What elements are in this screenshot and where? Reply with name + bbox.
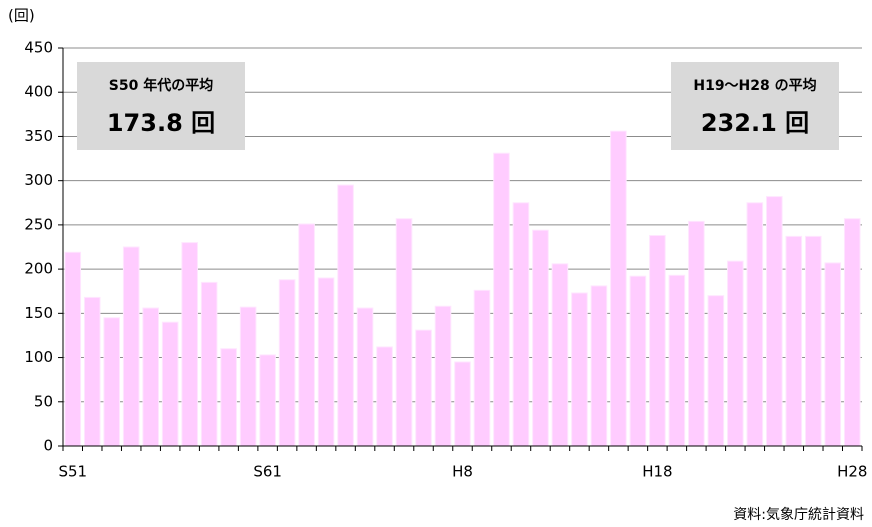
bar — [376, 346, 393, 447]
x-tick-label: H18 — [642, 463, 672, 481]
y-tick-label: 250 — [24, 215, 53, 233]
bar — [64, 251, 82, 447]
annotation-title: H19～H28 の平均 — [693, 77, 816, 94]
bar — [512, 202, 530, 447]
y-tick-label: 100 — [24, 348, 53, 366]
bar — [746, 202, 764, 447]
bar — [551, 263, 569, 447]
bar — [298, 223, 315, 447]
source: 資料:気象庁統計資料 — [733, 507, 864, 523]
bar — [668, 274, 686, 447]
bar — [785, 235, 803, 447]
bar — [804, 235, 822, 447]
bar — [337, 184, 354, 447]
y-tick-label: 450 — [24, 39, 53, 57]
bar — [356, 307, 374, 447]
bar — [181, 242, 198, 447]
bar — [259, 354, 276, 447]
bar — [142, 307, 159, 447]
bar — [493, 152, 510, 447]
bar — [454, 361, 471, 447]
bar — [766, 196, 783, 447]
bar — [415, 329, 432, 447]
bar — [727, 260, 744, 447]
bar — [629, 275, 647, 447]
y-tick-label: 200 — [24, 260, 53, 278]
bar — [610, 130, 627, 447]
x-tick-label: S61 — [253, 463, 282, 481]
x-tick-label: H8 — [452, 463, 473, 481]
bar — [532, 229, 549, 447]
y-tick-label: 150 — [24, 304, 53, 322]
annotation-text: 232.1 回 — [701, 109, 809, 137]
bar — [707, 295, 725, 447]
annotation-text: 173.8 回 — [107, 109, 215, 137]
bar — [317, 277, 335, 447]
bar — [278, 279, 296, 447]
x-tick-label: H28 — [837, 463, 867, 481]
bar — [434, 305, 452, 447]
unit-label: (回) — [8, 7, 35, 25]
bar — [688, 220, 705, 447]
y-tick-label: 50 — [34, 392, 53, 410]
bar — [590, 285, 608, 447]
bar — [649, 235, 666, 447]
bar — [122, 246, 140, 447]
y-tick-label: 0 — [43, 437, 53, 455]
bar — [83, 296, 101, 447]
bar — [220, 348, 237, 447]
annotation-title: S50 年代の平均 — [109, 77, 213, 94]
bar — [200, 281, 218, 447]
bar — [843, 218, 861, 447]
bar — [571, 292, 588, 447]
bar — [395, 218, 413, 447]
bar — [103, 317, 121, 447]
y-tick-label: 300 — [24, 171, 53, 189]
bar — [239, 306, 257, 447]
y-tick-label: 350 — [24, 127, 53, 145]
annotation-box — [77, 62, 245, 150]
bar — [161, 321, 179, 447]
bar — [473, 289, 491, 447]
x-tick-label: S51 — [58, 463, 87, 481]
bar — [824, 262, 842, 447]
y-tick-label: 400 — [24, 83, 53, 101]
annotation-box — [671, 62, 839, 150]
